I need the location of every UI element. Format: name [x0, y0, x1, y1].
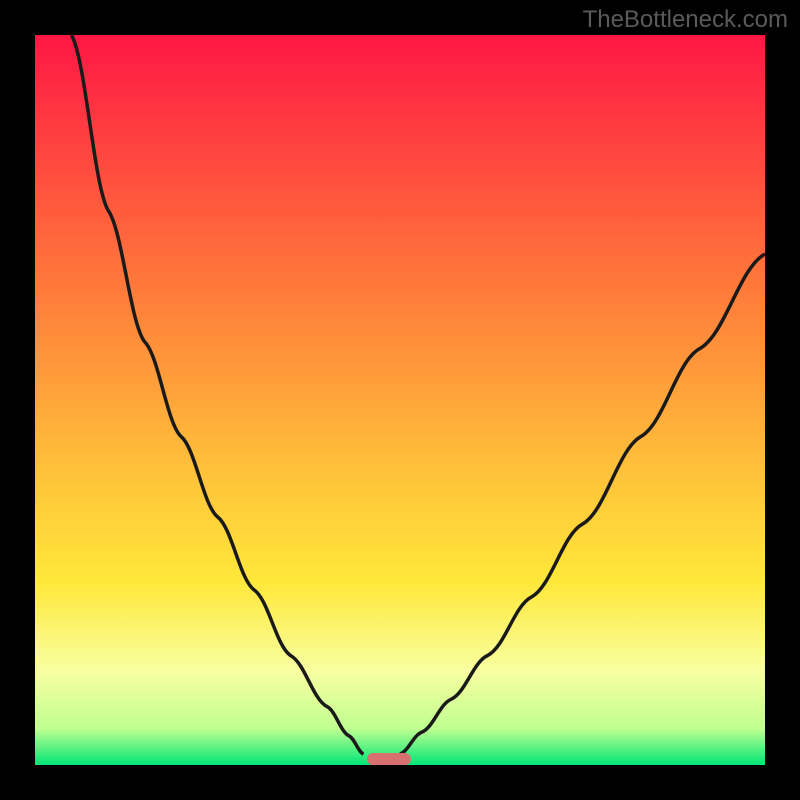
optimum-marker — [367, 753, 411, 765]
bottleneck-curve-svg — [35, 35, 765, 765]
curve-right-branch — [400, 254, 765, 754]
bottleneck-chart — [35, 35, 765, 765]
curve-left-branch — [72, 35, 364, 754]
watermark-text: TheBottleneck.com — [583, 6, 788, 34]
